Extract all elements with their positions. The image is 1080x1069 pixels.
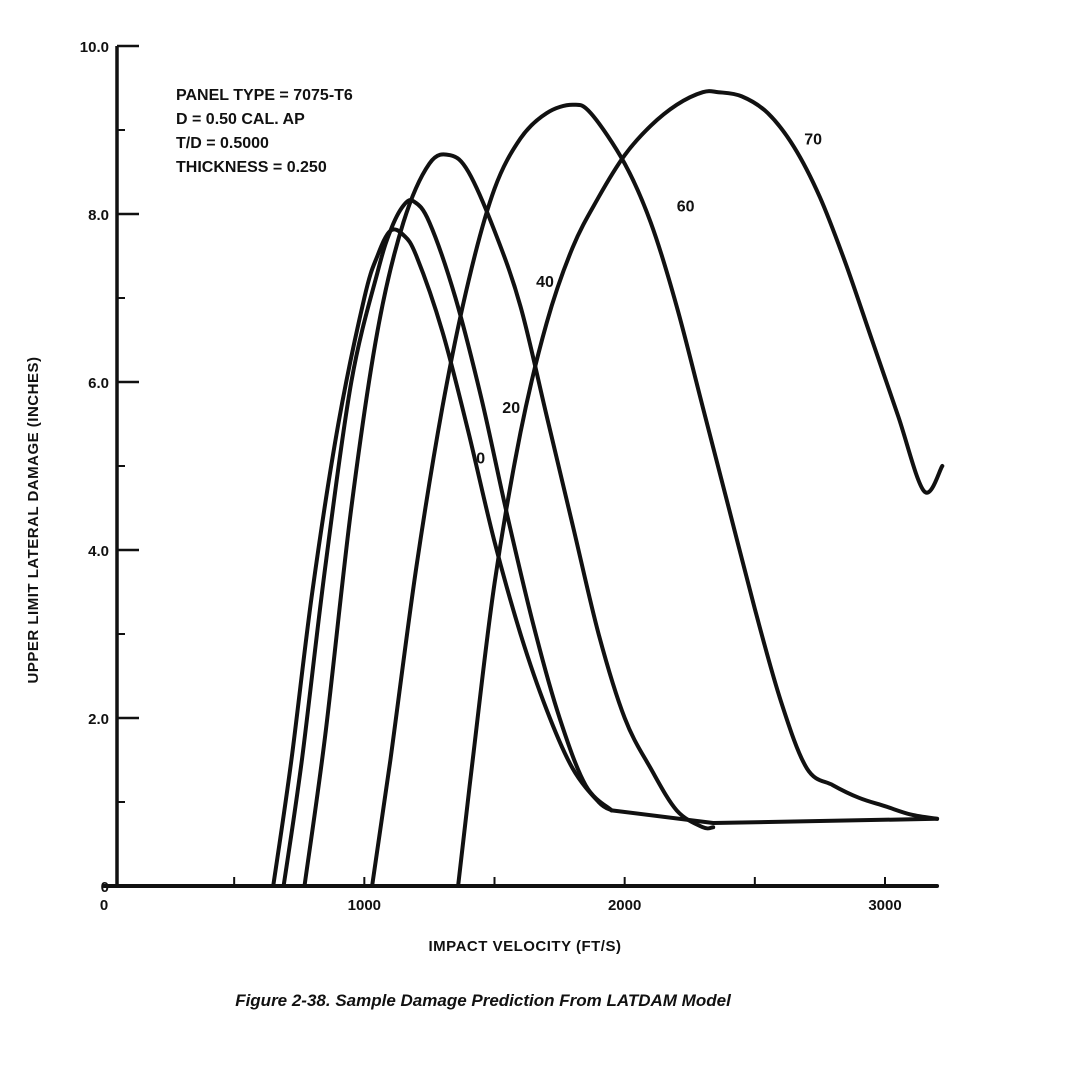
series-label-40: 40	[536, 274, 554, 291]
series-label-70: 70	[804, 131, 822, 148]
floor-line	[609, 808, 940, 825]
x-tick-label: 3000	[868, 897, 901, 914]
series-line-60	[370, 102, 940, 888]
series-line-70	[456, 89, 945, 888]
series-line-20	[281, 198, 614, 888]
annotation-block: PANEL TYPE = 7075-T6 D = 0.50 CAL. AP T/…	[176, 87, 353, 176]
x-axis-title: IMPACT VELOCITY (FT/S)	[429, 938, 622, 955]
x-tick-label: 1000	[348, 897, 381, 914]
x-tick-label: 2000	[608, 897, 641, 914]
series-line-0	[271, 227, 614, 888]
curves	[102, 89, 945, 888]
series-line-40	[302, 152, 716, 888]
annotation-diameter: D = 0.50 CAL. AP	[176, 111, 305, 128]
axes: 0 2.0 4.0 6.0 8.0 10.0 0 1000 2000 3000	[80, 39, 902, 914]
y-tick-label: 6.0	[88, 375, 109, 392]
y-axis-title: UPPER LIMIT LATERAL DAMAGE (INCHES)	[25, 357, 42, 684]
annotation-panel-type: PANEL TYPE = 7075-T6	[176, 87, 353, 104]
series-label-20: 20	[502, 400, 520, 417]
annotation-t-over-d: T/D = 0.5000	[176, 135, 269, 152]
y-tick-label: 2.0	[88, 711, 109, 728]
y-tick-label: 8.0	[88, 207, 109, 224]
figure-caption: Figure 2-38. Sample Damage Prediction Fr…	[235, 991, 732, 1010]
curve-labels: 0 20 40 60 70	[476, 131, 822, 467]
annotation-thickness: THICKNESS = 0.250	[176, 159, 327, 176]
series-label-0: 0	[476, 451, 485, 468]
x-tick-label: 0	[100, 897, 108, 914]
y-tick-label: 4.0	[88, 543, 109, 560]
y-tick-label: 10.0	[80, 39, 109, 56]
series-label-60: 60	[677, 199, 695, 216]
